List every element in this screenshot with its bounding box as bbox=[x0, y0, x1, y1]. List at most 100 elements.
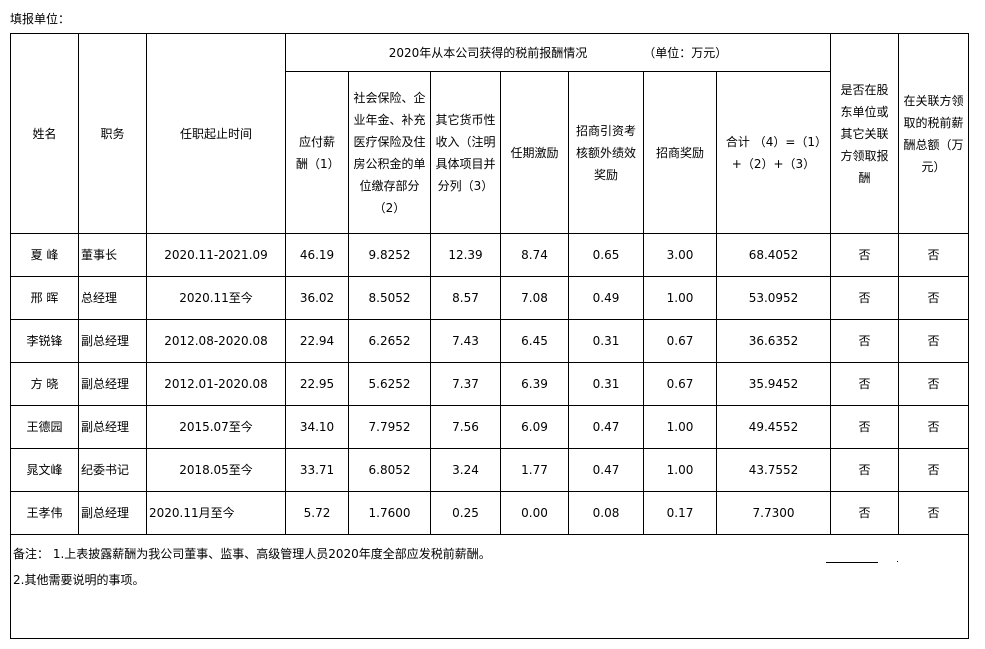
header-col4: 任期激励 bbox=[500, 71, 569, 234]
header-group-unit: （单位：万元） bbox=[643, 45, 728, 60]
remarks-line-1: 备注： 1.上表披露薪酬为我公司董事、监事、高级管理人员2020年度全部应发税前… bbox=[13, 547, 491, 561]
cell-c5: 0.08 bbox=[568, 491, 644, 535]
cell-c1: 36.02 bbox=[285, 276, 349, 320]
cell-name: 邢 晖 bbox=[10, 276, 79, 320]
cell-term: 2020.11-2021.09 bbox=[146, 233, 286, 277]
cell-c9: 否 bbox=[898, 448, 969, 492]
cell-c3: 8.57 bbox=[430, 276, 501, 320]
table-row: 李锐锋 副总经理 2012.08-2020.08 22.94 6.2652 7.43 6.4… bbox=[10, 319, 969, 363]
cell-c1: 34.10 bbox=[285, 405, 349, 449]
header-col1: 应付薪酬（1） bbox=[285, 71, 349, 234]
cell-c9: 否 bbox=[898, 491, 969, 535]
table-row: 王孝伟 副总经理 2020.11月至今 5.72 1.7600 0.25 0.00 0.08 0… bbox=[10, 491, 969, 535]
cell-c1: 22.95 bbox=[285, 362, 349, 406]
cell-c4: 7.08 bbox=[500, 276, 569, 320]
cell-c4: 1.77 bbox=[500, 448, 569, 492]
cell-c2: 8.5052 bbox=[348, 276, 431, 320]
cell-position: 副总经理 bbox=[78, 362, 147, 406]
header-col8: 是否在股东单位或其它关联方领取报酬 bbox=[830, 33, 899, 234]
cell-c3: 7.56 bbox=[430, 405, 501, 449]
cell-name: 王德园 bbox=[10, 405, 79, 449]
cell-term: 2018.05至今 bbox=[146, 448, 286, 492]
cell-c3: 3.24 bbox=[430, 448, 501, 492]
cell-c5: 0.65 bbox=[568, 233, 644, 277]
fill-unit-label: 填报单位： bbox=[10, 12, 71, 26]
cell-c2: 7.7952 bbox=[348, 405, 431, 449]
cell-c1: 33.71 bbox=[285, 448, 349, 492]
compensation-table: 姓名 职务 任职起止时间 2020年从本公司获得的税前报酬情况 （单位：万元） 是… bbox=[10, 33, 969, 639]
cell-c4: 6.09 bbox=[500, 405, 569, 449]
cell-c6: 1.00 bbox=[643, 276, 717, 320]
cell-c2: 6.2652 bbox=[348, 319, 431, 363]
cell-c9: 否 bbox=[898, 319, 969, 363]
cell-name: 王孝伟 bbox=[10, 491, 79, 535]
cell-c4: 6.45 bbox=[500, 319, 569, 363]
cell-c6: 0.17 bbox=[643, 491, 717, 535]
cell-c9: 否 bbox=[898, 405, 969, 449]
table-row: 邢 晖总经理 2020.11至今 36.02 8.5052 8.57 7.08 0.49 1.… bbox=[10, 276, 969, 320]
cell-c6: 1.00 bbox=[643, 448, 717, 492]
cell-c4: 8.74 bbox=[500, 233, 569, 277]
cell-position: 总经理 bbox=[78, 276, 147, 320]
cell-position: 副总经理 bbox=[78, 319, 147, 363]
cell-c8: 否 bbox=[830, 233, 899, 277]
cell-c9: 否 bbox=[898, 233, 969, 277]
header-col3: 其它货币性收入（注明具体项目并分列（3） bbox=[430, 71, 501, 234]
cell-c6: 1.00 bbox=[643, 405, 717, 449]
remarks-cell: 备注： 1.上表披露薪酬为我公司董事、监事、高级管理人员2020年度全部应发税前… bbox=[10, 534, 969, 639]
cell-c2: 5.6252 bbox=[348, 362, 431, 406]
cell-term: 2020.11至今 bbox=[146, 276, 286, 320]
cell-c3: 7.37 bbox=[430, 362, 501, 406]
cell-c5: 0.31 bbox=[568, 362, 644, 406]
cell-c9: 否 bbox=[898, 362, 969, 406]
cell-c8: 否 bbox=[830, 491, 899, 535]
header-term: 任职起止时间 bbox=[146, 33, 286, 234]
cell-name: 李锐锋 bbox=[10, 319, 79, 363]
header-col2: 社会保险、企业年金、补充医疗保险及住房公积金的单位缴存部分（2） bbox=[348, 71, 431, 234]
header-group-title: 2020年从本公司获得的税前报酬情况 bbox=[388, 45, 588, 60]
header-position: 职务 bbox=[78, 33, 147, 234]
header-name: 姓名 bbox=[10, 33, 79, 234]
cell-c1: 46.19 bbox=[285, 233, 349, 277]
cell-c7: 68.4052 bbox=[716, 233, 831, 277]
cell-c5: 0.31 bbox=[568, 319, 644, 363]
table-row: 王德园 副总经理 2015.07至今 34.10 7.7952 7.56 6.09 0.47 1… bbox=[10, 405, 969, 449]
cell-c8: 否 bbox=[830, 276, 899, 320]
cell-c6: 3.00 bbox=[643, 233, 717, 277]
cell-c7: 49.4552 bbox=[716, 405, 831, 449]
cell-c4: 0.00 bbox=[500, 491, 569, 535]
cell-c6: 0.67 bbox=[643, 319, 717, 363]
header-group: 2020年从本公司获得的税前报酬情况 （单位：万元） bbox=[285, 33, 831, 72]
cell-c1: 5.72 bbox=[285, 491, 349, 535]
cell-position: 董事长 bbox=[78, 233, 147, 277]
header-col7: 合计 （4）=（1）+（2）+（3） bbox=[716, 71, 831, 234]
remarks-row: 备注： 1.上表披露薪酬为我公司董事、监事、高级管理人员2020年度全部应发税前… bbox=[10, 534, 969, 639]
dash-line bbox=[826, 562, 878, 563]
cell-name: 晁文峰 bbox=[10, 448, 79, 492]
cell-c5: 0.49 bbox=[568, 276, 644, 320]
cell-term: 2012.08-2020.08 bbox=[146, 319, 286, 363]
cell-name: 夏 峰 bbox=[10, 233, 79, 277]
cell-c8: 否 bbox=[830, 448, 899, 492]
cell-c2: 9.8252 bbox=[348, 233, 431, 277]
cell-c4: 6.39 bbox=[500, 362, 569, 406]
cell-term: 2020.11月至今 bbox=[146, 491, 286, 535]
cell-c8: 否 bbox=[830, 319, 899, 363]
header-col6: 招商奖励 bbox=[643, 71, 717, 234]
cell-c7: 7.7300 bbox=[716, 491, 831, 535]
cell-c5: 0.47 bbox=[568, 405, 644, 449]
header-col9: 在关联方领取的税前薪酬总额（万元） bbox=[898, 33, 969, 234]
cell-c7: 43.7552 bbox=[716, 448, 831, 492]
cell-c3: 0.25 bbox=[430, 491, 501, 535]
cell-position: 副总经理 bbox=[78, 405, 147, 449]
cell-term: 2015.07至今 bbox=[146, 405, 286, 449]
cell-position: 纪委书记 bbox=[78, 448, 147, 492]
cell-name: 方 晓 bbox=[10, 362, 79, 406]
cell-c3: 12.39 bbox=[430, 233, 501, 277]
cell-c2: 6.8052 bbox=[348, 448, 431, 492]
table-row: 夏 峰董事长 2020.11-2021.09 46.19 9.8252 12.39 8.7… bbox=[10, 233, 969, 277]
remarks-line-2: 2.其他需要说明的事项。 bbox=[13, 573, 145, 587]
cell-c2: 1.7600 bbox=[348, 491, 431, 535]
cell-c8: 否 bbox=[830, 405, 899, 449]
table-row: 晁文峰 纪委书记 2018.05至今 33.71 6.8052 3.24 1.77 0.47 1… bbox=[10, 448, 969, 492]
